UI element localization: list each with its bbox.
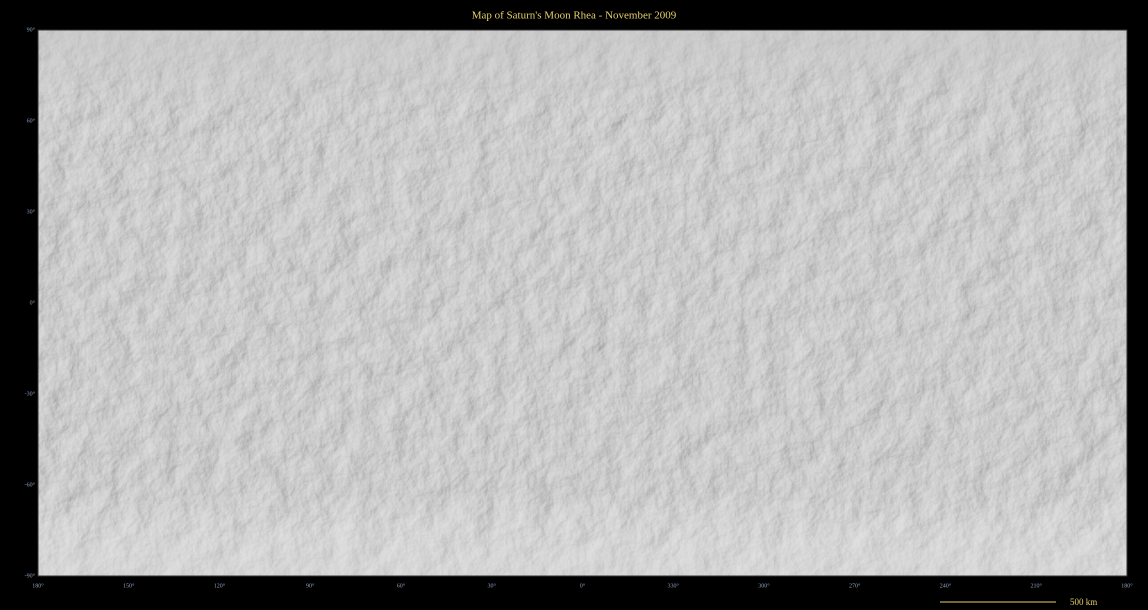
latitude-label: -60° [25, 481, 36, 488]
longitude-label: 120° [214, 582, 226, 589]
latitude-label: 90° [27, 26, 36, 33]
scale-label: 500 km [1070, 597, 1097, 607]
longitude-label: 150° [123, 582, 135, 589]
map-frame [37, 29, 1128, 577]
longitude-label: 210° [1031, 582, 1043, 589]
latitude-label: 0° [30, 299, 36, 306]
longitude-label: 90° [306, 582, 315, 589]
latitude-label: 60° [27, 117, 36, 124]
longitude-label: 30° [488, 582, 497, 589]
map-title: Map of Saturn's Moon Rhea - November 200… [472, 10, 677, 22]
longitude-label: 240° [940, 582, 952, 589]
longitude-label: 300° [758, 582, 770, 589]
longitude-label: 180° [32, 582, 44, 589]
longitude-label: 330° [668, 582, 680, 589]
longitude-label: 0° [580, 582, 586, 589]
latitude-label: 30° [27, 208, 36, 215]
longitude-label: 180° [1121, 582, 1133, 589]
latitude-label: -30° [25, 390, 36, 397]
latitude-label: -90° [25, 572, 36, 579]
longitude-label: 60° [397, 582, 406, 589]
longitude-label: 270° [849, 582, 861, 589]
map-image [37, 29, 1128, 577]
polar-haze [38, 30, 1127, 576]
